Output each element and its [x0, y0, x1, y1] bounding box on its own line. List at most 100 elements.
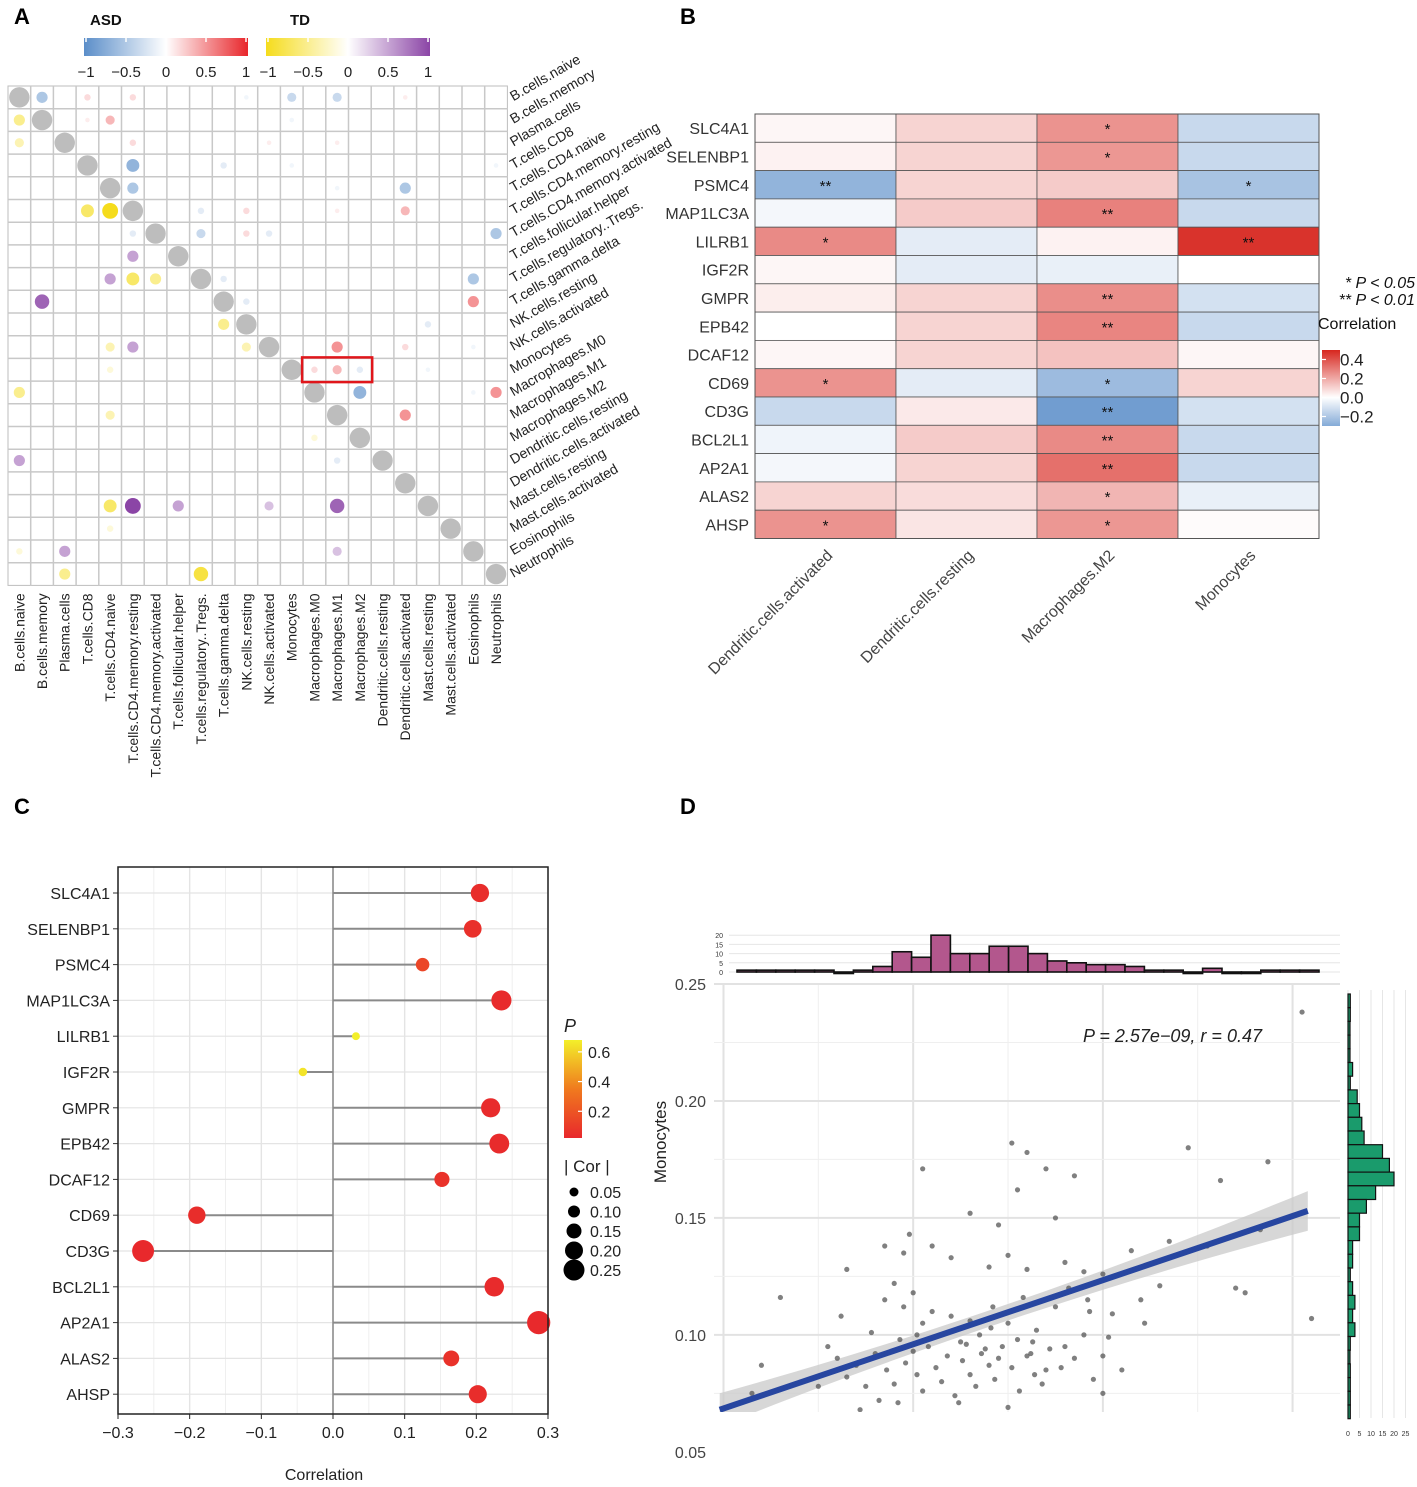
right-histogram-bar: [1347, 1020, 1351, 1036]
scatter-point: [1071, 1173, 1078, 1179]
scatter-point: [1047, 1346, 1053, 1352]
heatmap-cell: [754, 255, 897, 285]
diagonal-dot: [54, 132, 75, 153]
significance-mark: **: [1102, 461, 1114, 478]
right-histogram-bar: [1347, 1102, 1361, 1118]
x-tick-label: 0.3: [537, 1425, 559, 1442]
lollipop-point: [491, 990, 512, 1011]
right-histogram-bar: [1347, 1349, 1351, 1365]
x-axis-label: T.cells.CD8: [79, 593, 95, 664]
legend-cor-tick-label: 0.10: [590, 1205, 621, 1222]
correlation-dot: [80, 204, 94, 218]
correlation-dot: [84, 94, 91, 101]
right-histogram-bar: [1347, 1171, 1395, 1187]
panel-label-a: A: [14, 4, 30, 29]
significance-mark: *: [1105, 149, 1111, 166]
x-tick-label: −0.3: [102, 1425, 134, 1442]
gene-label: CD69: [69, 1208, 110, 1225]
legend-p-tick-label: 0.6: [588, 1045, 610, 1062]
scatter-point: [1062, 1343, 1068, 1350]
scatter-point: [910, 1348, 916, 1354]
correlation-dot: [106, 366, 114, 373]
heatmap-cell: [895, 509, 1038, 539]
gene-label: PSMC4: [55, 958, 110, 975]
correlation-dot: [105, 115, 115, 125]
correlation-dot: [490, 386, 502, 399]
plot-bottom-mask: [712, 1412, 1342, 1487]
gene-label: AP2A1: [60, 1316, 110, 1333]
top-histogram-bar: [833, 971, 855, 975]
correlation-dot: [329, 498, 345, 514]
right-histogram-bar: [1347, 1212, 1361, 1228]
significance-mark: **: [1102, 319, 1114, 336]
legend-size-dot: [566, 1223, 582, 1239]
y-tick-label: 0.25: [675, 977, 706, 994]
right-histogram-bar: [1347, 1308, 1354, 1324]
lollipop-point: [351, 1032, 360, 1041]
correlation-dot: [424, 321, 432, 328]
right-histogram-bar: [1347, 1157, 1391, 1173]
scatter-point: [749, 1390, 755, 1396]
diagonal-dot: [258, 336, 280, 358]
heatmap-cell: [754, 481, 897, 511]
correlation-dot: [102, 202, 119, 219]
legend-cor-tick-label: 0.05: [590, 1185, 621, 1202]
correlation-dot: [220, 162, 227, 169]
scatter-point: [1081, 1269, 1087, 1275]
correlation-dot: [104, 273, 116, 285]
scatter-point: [891, 1381, 897, 1387]
scatter-point: [1081, 1332, 1087, 1338]
row-label: ALAS2: [699, 489, 749, 506]
scatter-point: [1157, 1283, 1163, 1289]
heatmap-cell: [1177, 339, 1320, 370]
scatter-point: [815, 1383, 821, 1389]
heatmap-cell: [1177, 509, 1320, 539]
scatter-point: [1087, 1308, 1093, 1315]
significance-mark: **: [820, 178, 832, 195]
scatter-point: [1031, 1372, 1038, 1378]
top-histogram-bar: [755, 969, 777, 973]
right-histogram-bar: [1347, 1034, 1351, 1050]
diagonal-dot: [304, 382, 325, 403]
legend-tick-label: −0.5: [111, 64, 141, 81]
heatmap-cell: [1036, 481, 1179, 511]
significance-mark: *: [1105, 489, 1111, 506]
hist-y-tick-label: 0: [719, 970, 723, 977]
heatmap-cell: [1036, 396, 1179, 426]
column-label: Macrophages.M2: [1019, 547, 1119, 647]
hist-x-tick-label: 15: [1379, 1431, 1387, 1438]
legend-cor-tick-label: 0.15: [590, 1224, 621, 1241]
regression-line: [718, 1208, 1309, 1413]
scatter-point: [1265, 1159, 1271, 1165]
significance-mark: *: [1105, 517, 1111, 534]
top-histogram-bar: [1104, 963, 1126, 973]
legend-tick-label: −0.5: [293, 64, 323, 81]
row-label: AHSP: [705, 517, 749, 534]
note-p001: ** P < 0.01: [1339, 292, 1415, 309]
x-tick-label: 0.0: [322, 1425, 344, 1442]
right-histogram-bar: [1347, 1144, 1384, 1159]
scatter-point: [990, 1304, 996, 1310]
heatmap-cell: [1036, 424, 1179, 454]
x-tick-label: −0.1: [246, 1425, 278, 1442]
top-histogram-bar: [1124, 965, 1146, 973]
scatter-point: [999, 1343, 1005, 1350]
x-axis-label: T.cells.regulatory..Tregs.: [193, 593, 209, 744]
legend-tick-label: 0: [344, 64, 352, 81]
heatmap-frame: [754, 113, 1320, 539]
scatter-point: [952, 1393, 958, 1399]
top-histogram-bar: [736, 969, 758, 973]
significance-mark: *: [1105, 376, 1111, 393]
diagonal-dot: [77, 155, 98, 176]
correlation-dot: [34, 294, 50, 309]
heatmap-cell: [1177, 481, 1320, 511]
legend-tick-label: 1: [424, 64, 432, 81]
lollipop-point: [188, 1206, 206, 1224]
scatter-point: [963, 1341, 969, 1347]
correlation-dot: [264, 501, 274, 511]
scatter-point: [1043, 1166, 1049, 1172]
heatmap-cell: [895, 368, 1038, 398]
gene-label: SELENBP1: [27, 922, 110, 939]
highlight-box: [300, 356, 374, 384]
lollipop-point: [434, 1171, 450, 1187]
